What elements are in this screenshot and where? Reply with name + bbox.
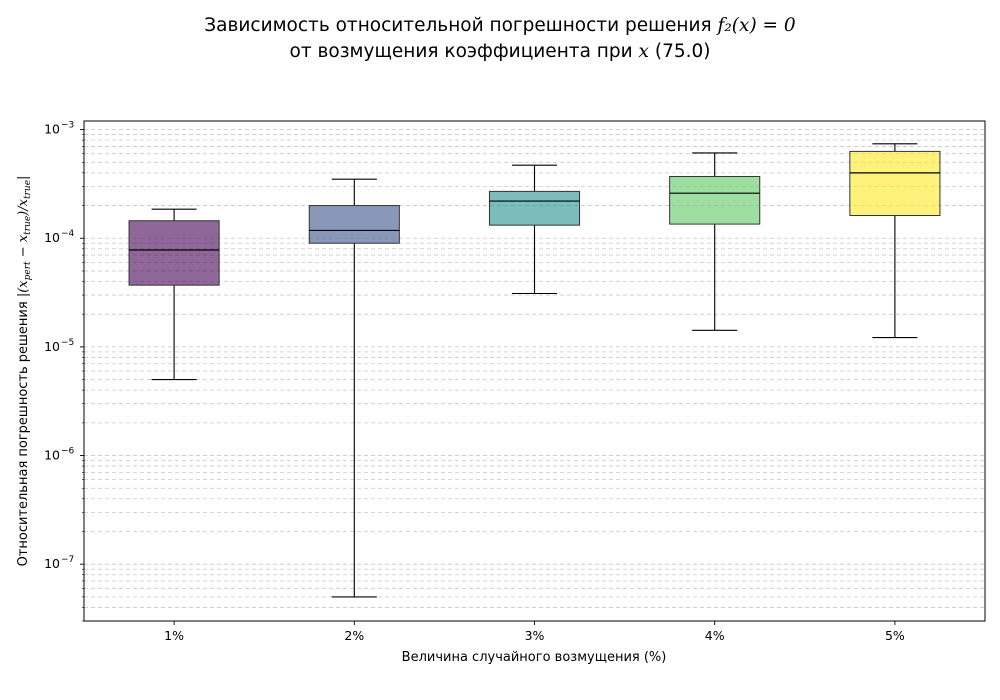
y-tick-label-base: 10 [44, 556, 60, 571]
box-4 [669, 152, 761, 331]
y-axis-label-sub-1: pert [23, 261, 33, 280]
chart-title-line1: Зависимость относительной погрешности ре… [204, 15, 796, 36]
y-axis-label-math-2: − x [16, 234, 31, 261]
chart-title-line2: от возмущения коэффициента при x (75.0) [290, 41, 711, 62]
y-axis-label-sub-2: true [23, 216, 33, 235]
x-tick-label: 2% [344, 628, 364, 643]
y-axis-label-sub-3: true [23, 180, 33, 199]
y-tick-label-exponent: −3 [61, 121, 74, 131]
y-tick-label-exponent: −6 [61, 447, 75, 457]
chart-title-line1-text: Зависимость относительной погрешности ре… [204, 15, 717, 36]
box-5 [849, 143, 941, 339]
y-axis: 10−710−610−510−410−3 [44, 121, 84, 622]
y-tick-label-exponent: −4 [61, 229, 75, 239]
y-axis-label: Относительная погрешность решения |(xper… [16, 176, 33, 567]
plot-area: 10−710−610−510−410−3 1% 2% 3% 4% 5% [44, 120, 986, 643]
y-tick-label: 10 [44, 448, 60, 463]
box-body [308, 205, 400, 244]
box-body [488, 190, 581, 226]
box-1 [128, 208, 220, 381]
y-tick-label-base: 10 [44, 339, 60, 354]
box-body [669, 176, 761, 225]
y-axis-label-math-3: )/x [16, 198, 31, 216]
y-axis-label-math-1: |(x [16, 280, 31, 297]
x-axis-label: Величина случайного возмущения (%) [402, 650, 667, 665]
y-tick-label-base: 10 [44, 230, 60, 245]
box-body [849, 150, 941, 216]
y-tick-label: 10 [44, 230, 60, 245]
chart-title-line2-text: от возмущения коэффициента при [290, 41, 639, 62]
y-axis-label-text: Относительная погрешность решения [16, 297, 31, 566]
grid-lines [84, 129, 985, 622]
chart-title-line2-suffix: (75.0) [649, 41, 711, 62]
x-tick-label: 5% [885, 628, 905, 643]
x-tick-label: 1% [164, 628, 184, 643]
chart-title-line1-math: f₂(x) = 0 [716, 15, 796, 36]
y-tick-label-exponent: −5 [61, 338, 74, 348]
y-tick-label-base: 10 [44, 122, 60, 137]
x-axis: 1% 2% 3% 4% 5% [164, 621, 905, 643]
y-axis-label-math-4: | [16, 176, 31, 180]
box-series [128, 143, 941, 598]
y-tick-label: 10 [44, 556, 60, 571]
box-2 [308, 178, 400, 598]
box-3 [488, 164, 581, 295]
x-tick-label: 4% [705, 628, 725, 643]
box-body [128, 220, 220, 286]
x-tick-label: 3% [525, 628, 545, 643]
y-tick-label: 10 [44, 122, 60, 137]
chart-title-line2-math: x [639, 41, 650, 62]
y-tick-label: 10 [44, 339, 60, 354]
y-tick-label-exponent: −7 [61, 555, 74, 565]
y-tick-label-base: 10 [44, 448, 60, 463]
